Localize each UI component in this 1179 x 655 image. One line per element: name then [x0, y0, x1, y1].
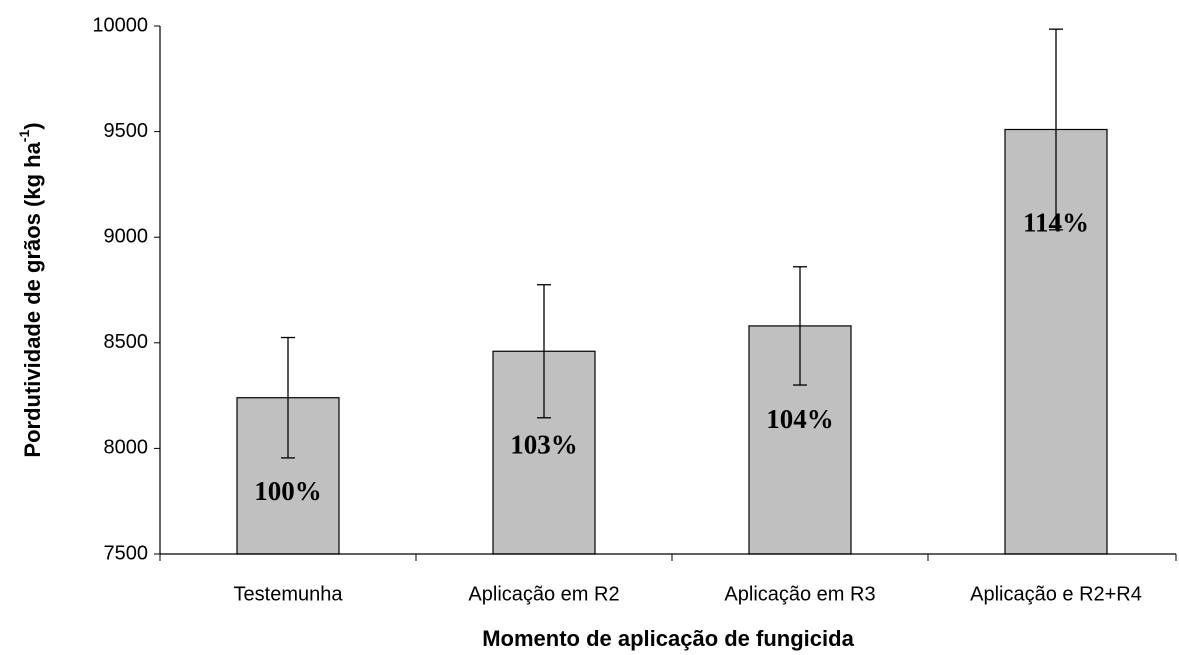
bar-annotation: 100%: [254, 476, 322, 506]
bar-annotation: 114%: [1023, 208, 1089, 238]
y-tick-label: 7500: [104, 542, 149, 564]
y-tick-label: 10000: [92, 14, 148, 36]
x-tick-label: Aplicação e R2+R4: [970, 583, 1142, 605]
bar-annotation: 103%: [510, 429, 578, 459]
y-tick-label: 9500: [104, 120, 149, 142]
bar-annotation: 104%: [766, 404, 834, 434]
y-tick-label: 9000: [104, 225, 149, 247]
y-tick-label: 8500: [104, 331, 149, 353]
y-axis-title-main: Pordutividade de grãos (kg ha: [20, 141, 45, 457]
y-axis-title-end: ): [20, 122, 45, 129]
x-tick-label: Aplicação em R3: [724, 583, 875, 605]
y-tick-label: 8000: [104, 437, 149, 459]
y-axis-title-sup: -1: [16, 130, 32, 143]
x-tick-label: Testemunha: [234, 583, 344, 605]
x-tick-label: Aplicação em R2: [468, 583, 619, 605]
x-axis-title: Momento de aplicação de fungicida: [482, 626, 854, 651]
y-axis-title: Pordutividade de grãos (kg ha-1): [16, 122, 45, 457]
